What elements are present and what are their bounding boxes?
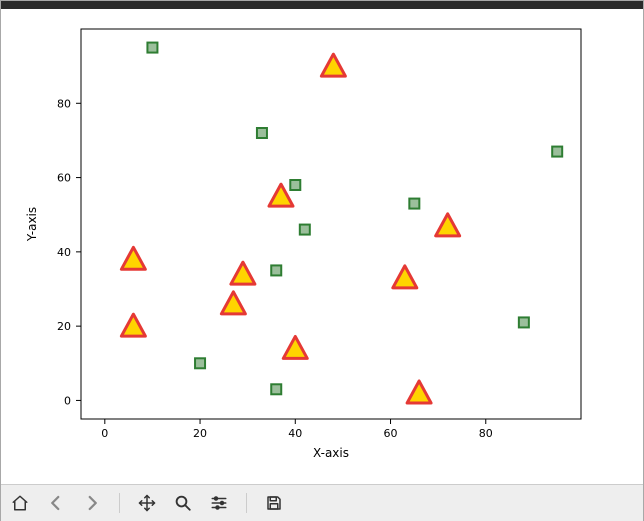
square-marker	[271, 265, 281, 275]
forward-icon	[81, 492, 103, 514]
home-icon[interactable]	[9, 492, 31, 514]
square-marker	[257, 128, 267, 138]
square-marker	[409, 199, 419, 209]
y-tick-label: 20	[57, 320, 71, 333]
pan-icon[interactable]	[136, 492, 158, 514]
square-marker	[147, 43, 157, 53]
x-tick-label: 60	[384, 427, 398, 440]
matplotlib-toolbar	[1, 484, 643, 521]
y-tick-label: 40	[57, 246, 71, 259]
zoom-icon[interactable]	[172, 492, 194, 514]
save-icon[interactable]	[263, 492, 285, 514]
triangle-marker	[393, 266, 417, 288]
subplot-config-icon[interactable]	[208, 492, 230, 514]
x-tick-label: 0	[101, 427, 108, 440]
triangle-marker	[283, 336, 307, 358]
x-tick-label: 80	[479, 427, 493, 440]
plot-canvas: 0 20 40 60 80 0 20 40 60 80 X-axis Y-axis	[1, 9, 643, 484]
triangle-marker	[231, 262, 255, 284]
toolbar-separator	[246, 493, 247, 513]
toolbar-separator	[119, 493, 120, 513]
y-tick-label: 0	[64, 394, 71, 407]
back-icon	[45, 492, 67, 514]
triangle-marker	[221, 292, 245, 314]
window-titlebar	[1, 1, 643, 9]
y-axis-label: Y-axis	[25, 207, 39, 242]
y-tick-label: 80	[57, 97, 71, 110]
x-tick-label: 40	[288, 427, 302, 440]
triangle-marker	[321, 54, 345, 76]
square-marker	[290, 180, 300, 190]
y-tick-label: 60	[57, 172, 71, 185]
square-marker	[195, 358, 205, 368]
square-marker	[271, 384, 281, 394]
triangle-marker	[436, 214, 460, 236]
triangle-marker	[121, 314, 145, 336]
plot-window: 0 20 40 60 80 0 20 40 60 80 X-axis Y-axis	[0, 0, 644, 521]
plot-frame	[81, 29, 581, 419]
square-marker	[519, 317, 529, 327]
triangle-marker	[121, 247, 145, 269]
square-marker	[300, 225, 310, 235]
x-axis-label: X-axis	[313, 446, 349, 460]
x-tick-label: 20	[193, 427, 207, 440]
scatter-plot: 0 20 40 60 80 0 20 40 60 80 X-axis Y-axis	[1, 9, 643, 484]
triangle-marker	[407, 381, 431, 403]
square-marker	[552, 147, 562, 157]
